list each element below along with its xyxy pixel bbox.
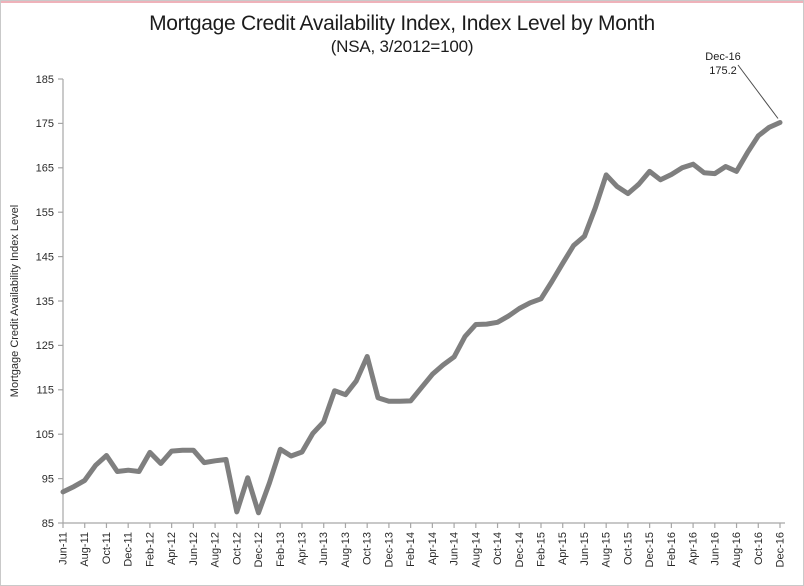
x-tick-label: Apr-12: [166, 532, 178, 565]
x-tick-label: Aug-15: [601, 532, 613, 567]
y-tick-label: 115: [36, 385, 54, 397]
x-tick-label: Feb-15: [536, 532, 548, 567]
x-tick-label: Oct-14: [492, 532, 504, 565]
y-tick-label: 105: [36, 429, 54, 441]
annotation-dec-16: Dec-16 175.2: [705, 51, 779, 119]
x-tick-label: Feb-14: [405, 532, 417, 567]
x-tick-label: Aug-12: [210, 532, 222, 567]
annotation-label: Dec-16: [705, 51, 740, 63]
y-tick-label: 165: [36, 163, 54, 175]
x-tick-label: Apr-13: [297, 532, 309, 565]
x-tick-label: Dec-16: [775, 532, 787, 567]
x-tick-label: Oct-16: [753, 532, 765, 565]
x-tick-label: Oct-11: [101, 532, 113, 564]
y-tick-label: 145: [36, 251, 54, 263]
x-tick-label: Apr-16: [688, 532, 700, 565]
y-tick-label: 95: [42, 473, 54, 485]
x-tick-label: Aug-16: [731, 532, 743, 567]
x-tick-label: Oct-12: [231, 532, 243, 565]
annotation-value: 175.2: [709, 65, 737, 77]
x-tick-label: Jun-15: [579, 532, 591, 566]
annotation-leader-line: [737, 64, 779, 119]
x-tick-label: Oct-13: [362, 532, 374, 565]
chart-title: Mortgage Credit Availability Index, Inde…: [149, 12, 655, 35]
chart-subtitle: (NSA, 3/2012=100): [330, 37, 474, 56]
x-tick-label: Jun-11: [58, 532, 70, 565]
x-tick-label: Dec-13: [383, 532, 395, 567]
x-axis: Jun-11 Aug-11 Oct-11 Dec-11 Feb-12 Apr-12 Jun-…: [58, 522, 787, 567]
x-tick-label: Jun-16: [709, 532, 721, 566]
x-tick-label: Dec-15: [644, 532, 656, 567]
x-tick-label: Oct-15: [622, 532, 634, 565]
x-tick-label: Apr-14: [427, 532, 439, 565]
x-tick-label: Jun-13: [318, 532, 330, 566]
x-tick-label: Dec-12: [253, 532, 265, 567]
x-tick-label: Feb-12: [144, 532, 156, 567]
x-tick-label: Apr-15: [557, 532, 569, 565]
x-tick-label: Feb-13: [275, 532, 287, 567]
y-tick-label: 85: [42, 518, 54, 530]
y-tick-label: 185: [36, 74, 54, 86]
x-tick-label: Aug-14: [470, 532, 482, 567]
y-axis-title: Mortgage Credit Availability Index Level: [9, 205, 21, 397]
y-tick-label: 155: [36, 207, 54, 219]
y-axis: 85 95 105 115 125 135 145 155 165 175 185 Mortgage …: [9, 74, 64, 530]
x-tick-label: Aug-13: [340, 532, 352, 567]
y-tick-label: 125: [36, 340, 54, 352]
x-tick-label: Jun-14: [449, 532, 461, 566]
x-tick-label: Dec-14: [514, 532, 526, 567]
x-tick-label: Aug-11: [79, 532, 91, 567]
y-tick-label: 135: [36, 296, 54, 308]
x-tick-label: Feb-16: [666, 532, 678, 567]
y-tick-label: 175: [36, 118, 54, 130]
data-line: [60, 120, 783, 516]
top-accent-bar: [1, 1, 803, 3]
x-tick-label: Jun-12: [188, 532, 200, 566]
x-tick-label: Dec-11: [123, 532, 135, 567]
